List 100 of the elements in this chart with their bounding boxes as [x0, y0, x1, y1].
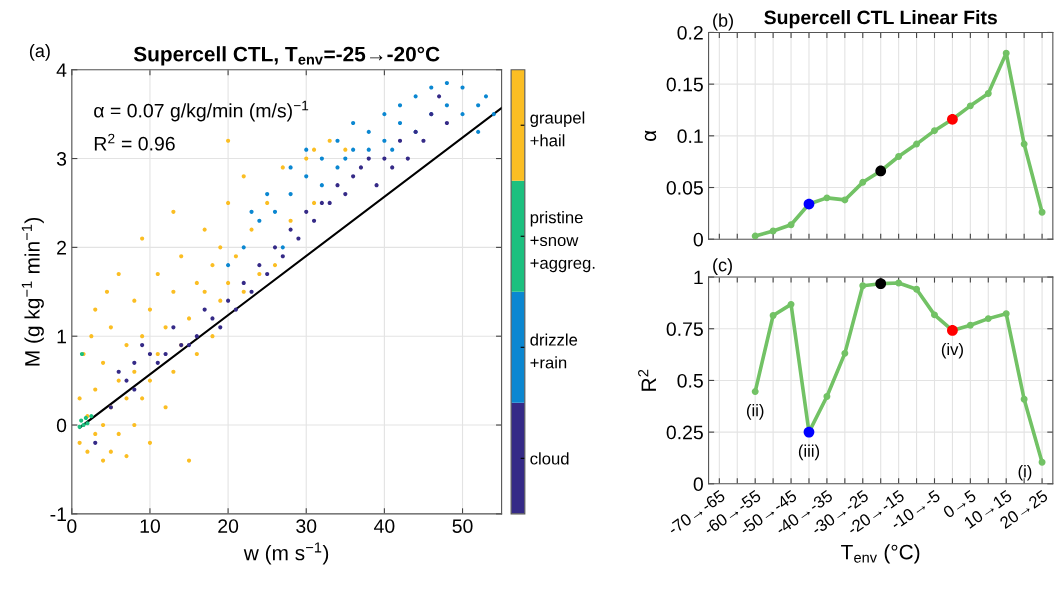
point: [335, 183, 340, 188]
point: [413, 94, 418, 99]
point: [405, 156, 410, 161]
point: [319, 156, 324, 161]
point: [327, 200, 332, 206]
point: [351, 120, 356, 126]
point: [265, 191, 270, 197]
x-axis-title: T$_{env}$ (°C): [841, 544, 920, 564]
point: [913, 285, 921, 293]
point: [366, 147, 371, 152]
point: [233, 307, 238, 312]
point: [85, 421, 90, 426]
point: [280, 254, 285, 259]
point: [859, 282, 867, 290]
point: [241, 280, 246, 285]
y-tick-label: 0.15: [666, 77, 703, 92]
point: [366, 129, 371, 134]
point: [931, 127, 938, 135]
annotation: α = 0.07 g/kg/min (m/s)$^{−1}$: [94, 100, 309, 122]
x-tick-label: 30: [296, 519, 317, 533]
point: [210, 316, 215, 321]
point: [257, 263, 262, 268]
point: [311, 218, 317, 223]
point: [272, 245, 278, 250]
y-tick-label: 0.5: [677, 373, 703, 388]
point: [218, 325, 223, 330]
point: [751, 388, 759, 396]
color-bar-label: pristine +snow +aggreg.: [530, 211, 595, 273]
point: [93, 440, 98, 445]
point: [335, 138, 340, 143]
point: [249, 209, 254, 214]
y-tick-label: 1: [694, 270, 703, 285]
text: (b): [713, 13, 733, 31]
point: [895, 153, 903, 160]
point: [132, 360, 137, 365]
y-tick-label: -1: [50, 507, 66, 521]
point: [1002, 49, 1010, 57]
point: [265, 271, 270, 277]
y-tick-label: 0.2: [677, 25, 703, 40]
point: [444, 80, 449, 86]
point: [304, 147, 309, 152]
point: [79, 418, 84, 423]
y-tick-label: 4: [56, 63, 67, 77]
y-axis-title: R$^{2}$: [638, 369, 656, 391]
point: [1020, 140, 1028, 148]
y-tick-label: 2: [57, 240, 66, 255]
y-tick-label: 0.25: [666, 425, 703, 440]
y-tick-label: 0.75: [666, 322, 703, 336]
data-label: (iv): [941, 342, 963, 359]
point: [1002, 310, 1010, 318]
point: [382, 112, 387, 117]
text: (c): [713, 258, 732, 275]
point: [769, 312, 777, 319]
point: [841, 196, 849, 204]
y-axis-title: M (g kg$^{−1}$ min$^{−1}$): [21, 217, 44, 366]
point: [147, 351, 153, 357]
point: [787, 300, 795, 308]
point: [163, 351, 168, 357]
data-label: (ii): [746, 404, 764, 420]
y-tick-label: 0: [693, 477, 703, 492]
point: [343, 191, 348, 197]
color-bar-label: drizzle +rain: [530, 333, 578, 369]
point: [421, 138, 426, 143]
y-tick-label: 0.1: [677, 129, 703, 144]
y-tick-label: 0: [56, 418, 67, 433]
point: [155, 360, 160, 365]
point: [351, 174, 356, 179]
point: [194, 334, 199, 339]
point: [460, 85, 465, 90]
y-tick-label: 1: [57, 329, 66, 344]
point: [77, 424, 82, 429]
point: [382, 138, 387, 143]
point: [966, 321, 974, 329]
point: [374, 183, 379, 188]
point: [241, 245, 246, 250]
point: [1038, 458, 1046, 466]
point: [437, 94, 442, 99]
y-tick-label: 0: [693, 232, 703, 247]
data-label: (iii): [798, 444, 820, 461]
point: [366, 156, 371, 161]
point: [397, 103, 403, 108]
point: [787, 221, 795, 229]
point: [226, 263, 231, 268]
point: [966, 102, 974, 110]
chart-title: Supercell CTL Linear Fits: [764, 10, 997, 29]
point: [483, 94, 489, 99]
point: [1020, 395, 1028, 403]
chart-title: Supercell CTL, T$_{env}$=-25→-20°C: [133, 46, 440, 66]
point: [841, 349, 849, 357]
x-tick-label: 10: [140, 519, 161, 533]
point: [913, 140, 921, 148]
data-label: (i): [1018, 465, 1032, 481]
point: [444, 103, 449, 108]
annotation: R$^{2}$ = 0.96: [94, 133, 175, 151]
point: [272, 209, 278, 214]
point: [984, 315, 992, 323]
point: [288, 191, 293, 197]
point: [351, 147, 356, 152]
point: [460, 112, 465, 117]
point: [280, 245, 285, 250]
